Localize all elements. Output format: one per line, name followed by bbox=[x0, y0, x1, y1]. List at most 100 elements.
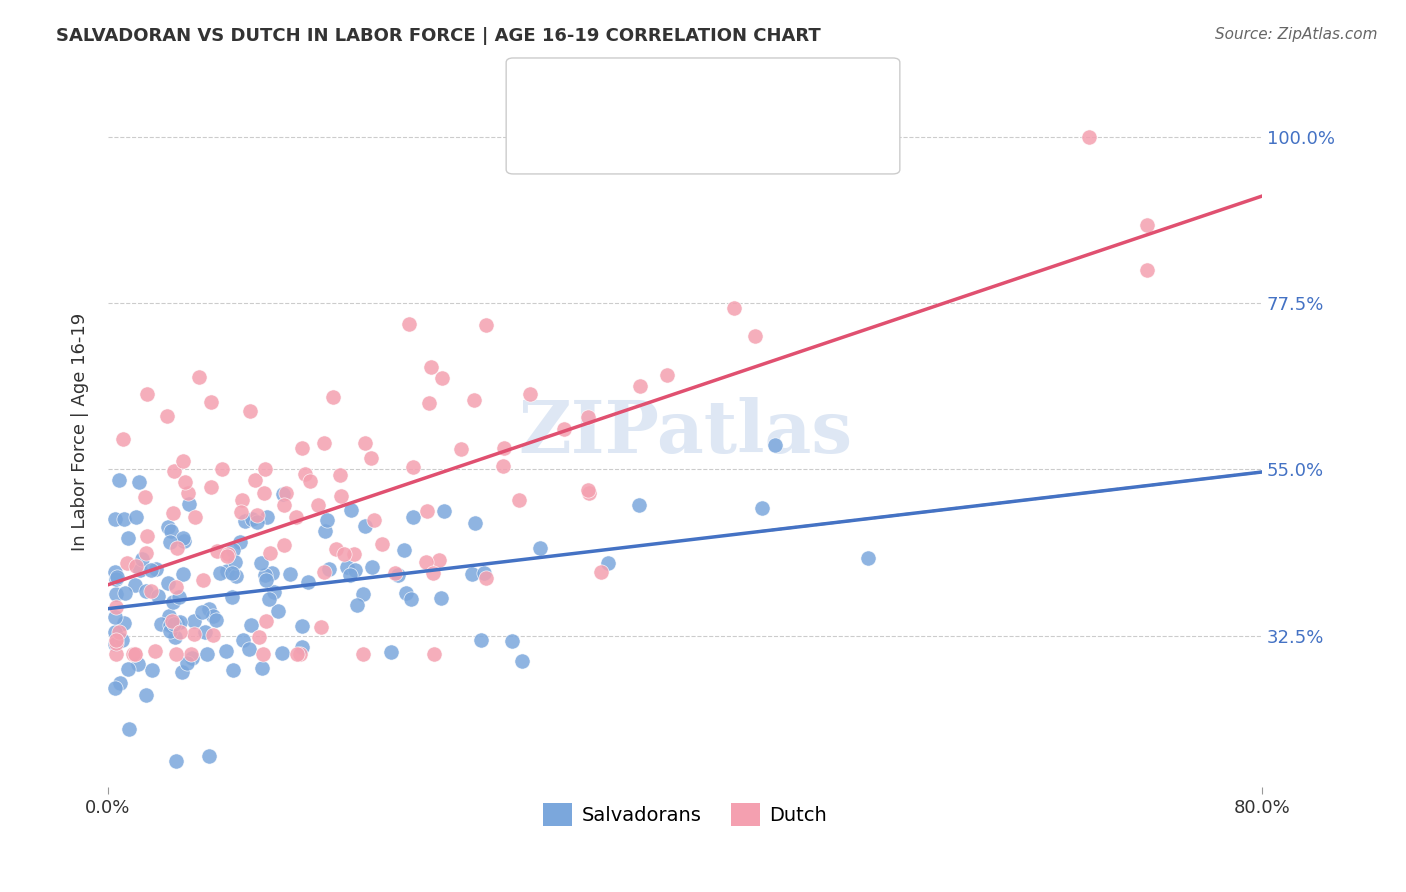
Point bbox=[221, 590, 243, 604]
Point bbox=[339, 567, 361, 582]
Point bbox=[173, 533, 195, 548]
Point bbox=[125, 559, 148, 574]
Point bbox=[121, 647, 143, 661]
Point bbox=[160, 524, 183, 539]
Point bbox=[352, 586, 374, 600]
Point bbox=[311, 620, 333, 634]
Point bbox=[163, 616, 186, 631]
Point bbox=[333, 547, 356, 561]
Point bbox=[291, 619, 314, 633]
Point bbox=[858, 550, 880, 565]
Point bbox=[450, 442, 472, 457]
Point bbox=[125, 510, 148, 524]
Point bbox=[135, 583, 157, 598]
Point bbox=[163, 630, 186, 644]
Point bbox=[111, 632, 134, 647]
Point bbox=[129, 564, 152, 578]
Point bbox=[751, 501, 773, 516]
Point bbox=[252, 660, 274, 674]
Point bbox=[169, 615, 191, 629]
Point bbox=[208, 566, 231, 580]
Point bbox=[427, 552, 450, 566]
Point bbox=[360, 560, 382, 574]
Point bbox=[134, 490, 156, 504]
Point bbox=[177, 485, 200, 500]
Point bbox=[112, 512, 135, 526]
Point bbox=[253, 486, 276, 500]
Point bbox=[470, 633, 492, 648]
Point bbox=[160, 614, 183, 628]
Point bbox=[294, 467, 316, 481]
Point bbox=[104, 624, 127, 639]
Point bbox=[177, 497, 200, 511]
Point bbox=[124, 647, 146, 661]
Point bbox=[291, 640, 314, 654]
Point bbox=[360, 451, 382, 466]
Point bbox=[114, 585, 136, 599]
Point bbox=[197, 749, 219, 764]
Point bbox=[217, 564, 239, 578]
Point bbox=[472, 566, 495, 581]
Point bbox=[139, 563, 162, 577]
Point bbox=[221, 543, 243, 558]
Point bbox=[416, 504, 439, 518]
Point bbox=[211, 462, 233, 476]
Point bbox=[399, 591, 422, 606]
Point bbox=[135, 546, 157, 560]
Point bbox=[118, 722, 141, 736]
Point bbox=[257, 591, 280, 606]
Point bbox=[104, 632, 127, 647]
Point bbox=[156, 576, 179, 591]
Point bbox=[249, 556, 271, 570]
Point bbox=[225, 569, 247, 583]
Point bbox=[510, 654, 533, 668]
Point bbox=[307, 498, 329, 512]
Point bbox=[352, 647, 374, 661]
Point bbox=[240, 512, 263, 526]
Point bbox=[246, 515, 269, 529]
Point bbox=[655, 368, 678, 383]
Point bbox=[202, 628, 225, 642]
Point bbox=[104, 572, 127, 586]
Point bbox=[115, 556, 138, 570]
Point bbox=[146, 589, 169, 603]
Point bbox=[354, 436, 377, 450]
Point bbox=[165, 754, 187, 768]
Point bbox=[190, 606, 212, 620]
Point bbox=[723, 301, 745, 315]
Point bbox=[501, 633, 523, 648]
Point bbox=[252, 647, 274, 661]
Point bbox=[215, 549, 238, 563]
Point bbox=[322, 390, 344, 404]
Point bbox=[165, 580, 187, 594]
Point bbox=[159, 616, 181, 631]
Point bbox=[188, 369, 211, 384]
Point bbox=[180, 647, 202, 661]
Point bbox=[169, 624, 191, 639]
Text: 0.423: 0.423 bbox=[591, 120, 647, 140]
Point bbox=[492, 459, 515, 474]
Point bbox=[285, 647, 308, 661]
Point bbox=[105, 570, 128, 584]
Point bbox=[141, 663, 163, 677]
Point bbox=[159, 618, 181, 632]
Point bbox=[578, 486, 600, 500]
Point bbox=[316, 513, 339, 527]
Point bbox=[312, 436, 335, 450]
Point bbox=[278, 567, 301, 582]
Point bbox=[288, 647, 311, 661]
Point bbox=[418, 396, 440, 410]
Point bbox=[231, 492, 253, 507]
Text: 103: 103 bbox=[713, 120, 749, 140]
Point bbox=[529, 541, 551, 555]
Point bbox=[200, 480, 222, 494]
Text: SALVADORAN VS DUTCH IN LABOR FORCE | AGE 16-19 CORRELATION CHART: SALVADORAN VS DUTCH IN LABOR FORCE | AGE… bbox=[56, 27, 821, 45]
Point bbox=[170, 665, 193, 679]
Point bbox=[430, 370, 453, 384]
Point bbox=[392, 543, 415, 558]
Point bbox=[402, 510, 425, 524]
Point bbox=[371, 537, 394, 551]
Point bbox=[217, 547, 239, 561]
Point bbox=[166, 541, 188, 555]
Point bbox=[205, 544, 228, 558]
